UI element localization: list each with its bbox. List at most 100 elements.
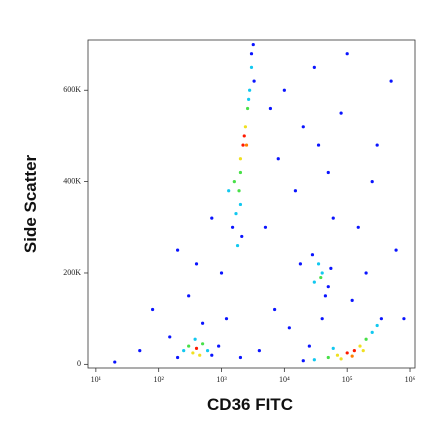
event-dot	[210, 353, 214, 357]
event-dot	[150, 307, 155, 312]
event-dot	[263, 225, 268, 229]
event-dot	[312, 65, 316, 70]
event-dot	[238, 202, 243, 207]
event-dot	[201, 321, 205, 325]
event-dot	[238, 355, 243, 360]
x-tick-label: 10⁶	[405, 375, 416, 384]
event-dot	[187, 294, 191, 298]
event-dot	[210, 216, 214, 220]
event-dot	[375, 143, 379, 147]
y-tick-label: 200K	[63, 268, 81, 277]
event-dot	[138, 349, 142, 353]
event-dot	[326, 355, 330, 360]
event-dot	[316, 143, 321, 147]
event-dot	[350, 354, 354, 358]
event-dot	[356, 225, 360, 229]
event-dot	[364, 271, 368, 275]
event-dot	[335, 353, 340, 357]
event-dot	[168, 335, 172, 339]
event-dot	[235, 243, 240, 248]
event-dot	[350, 298, 354, 302]
event-dot	[339, 357, 343, 361]
event-dot	[310, 253, 315, 257]
event-dot	[194, 262, 199, 266]
x-tick-label: 10⁵	[342, 375, 353, 384]
event-dot	[389, 79, 393, 83]
event-dot	[287, 326, 291, 330]
event-dot	[312, 280, 316, 284]
event-dot	[248, 88, 252, 92]
event-dot	[201, 342, 205, 346]
event-dot	[320, 317, 324, 321]
event-dot	[329, 266, 333, 271]
event-dot	[182, 349, 186, 353]
event-dot	[252, 79, 256, 83]
y-axis-title: Side Scatter	[21, 154, 40, 253]
event-dot	[326, 285, 330, 289]
event-dot	[227, 189, 231, 193]
event-dot	[301, 125, 305, 129]
x-tick-label: 10³	[216, 375, 227, 384]
event-dot	[243, 125, 248, 129]
event-dot	[319, 275, 323, 280]
event-dot	[276, 157, 280, 161]
event-dot	[194, 346, 199, 350]
event-dot	[240, 234, 244, 239]
x-tick-label: 10¹	[91, 375, 102, 384]
event-dot	[361, 349, 365, 353]
event-dot	[251, 42, 255, 47]
x-tick-label: 10⁴	[279, 375, 290, 384]
event-dot	[242, 134, 246, 138]
event-dot	[187, 344, 191, 348]
event-dot	[394, 248, 398, 252]
event-dot	[113, 360, 117, 364]
x-axis-title: CD36 FITC	[207, 395, 293, 414]
event-dot	[191, 351, 195, 355]
event-dot	[273, 307, 277, 312]
event-dot	[331, 346, 335, 350]
event-dot	[176, 248, 180, 252]
event-dot	[370, 330, 374, 334]
event-dot	[316, 262, 321, 266]
event-dot	[402, 317, 406, 321]
event-dot	[352, 349, 356, 353]
event-dot	[176, 355, 180, 360]
plot-frame	[87, 39, 416, 369]
x-tick-label: 10²	[153, 375, 164, 384]
event-dot	[238, 157, 243, 161]
event-dot	[257, 349, 261, 353]
event-dot	[323, 294, 327, 298]
event-dot	[217, 344, 221, 348]
event-dot	[249, 65, 254, 70]
event-dot	[198, 353, 202, 357]
event-dot	[298, 262, 302, 266]
event-dot	[307, 344, 311, 348]
event-dot	[301, 359, 305, 363]
event-dot	[193, 337, 197, 341]
event-dot	[379, 317, 383, 321]
event-dot	[358, 344, 362, 348]
event-dot	[245, 106, 250, 111]
event-dot	[205, 349, 210, 353]
event-dot	[238, 170, 243, 175]
event-dot	[268, 106, 273, 111]
event-dot	[331, 216, 335, 220]
y-tick-label: 600K	[63, 85, 81, 94]
event-dot	[345, 351, 349, 355]
event-dot	[339, 111, 343, 115]
y-tick-label: 0	[77, 359, 81, 368]
event-dot	[219, 271, 224, 275]
event-dot	[249, 52, 254, 56]
event-dot	[345, 52, 349, 56]
event-dot	[282, 88, 286, 92]
event-dot	[244, 143, 249, 147]
event-dot	[326, 170, 330, 175]
event-dot	[234, 211, 238, 216]
event-dot	[364, 337, 368, 341]
event-dot	[293, 189, 298, 193]
event-dot	[370, 180, 374, 184]
event-dot	[230, 225, 235, 229]
event-dot	[241, 143, 245, 147]
event-dot	[247, 97, 251, 101]
